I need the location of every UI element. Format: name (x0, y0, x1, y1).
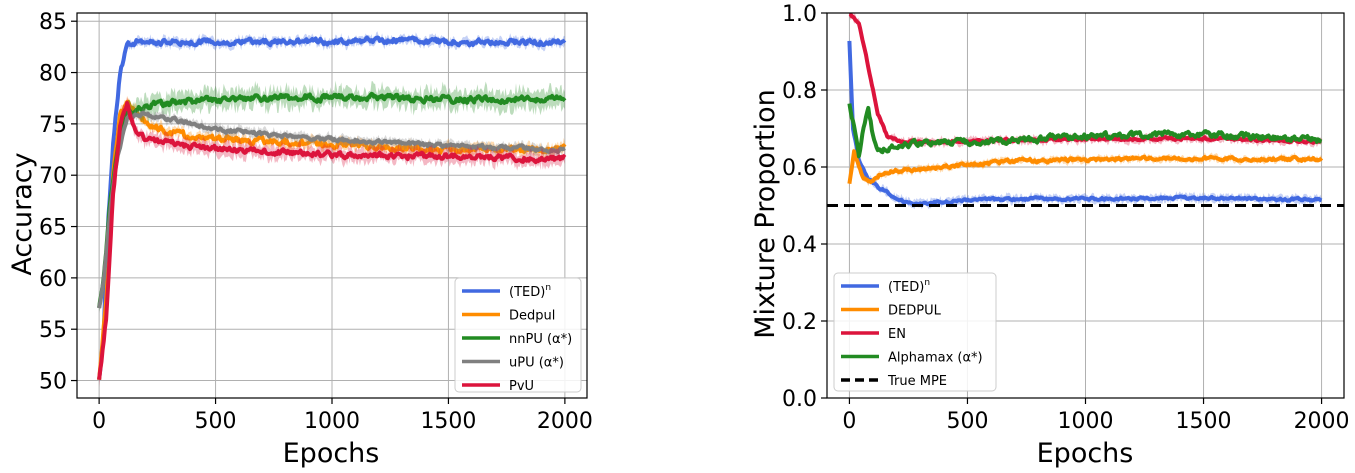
accuracy-legend-label-dedpul: Dedpul (509, 309, 555, 324)
mixture-x-tick-label: 500 (946, 409, 988, 434)
accuracy-series-dedpul-line (97, 99, 567, 380)
accuracy-x-tick-label: 0 (92, 409, 106, 434)
accuracy-y-axis-label: Accuracy (7, 152, 38, 275)
mixture-series-alphamax-line (847, 103, 1323, 159)
mixture-y-tick-label: 0.0 (782, 387, 817, 412)
accuracy-legend-box (454, 277, 582, 393)
accuracy-legend-sup: n (545, 283, 551, 293)
mixture-x-tick-label: 2000 (1294, 409, 1350, 434)
mixture-y-tick-label: 0.2 (782, 310, 817, 335)
mixture-ticks: 0 500 1000 1500 2000 0.0 0.2 0.4 0.6 0.8 1.0 (782, 2, 1350, 434)
accuracy-legend-label-upu: uPU (α*) (509, 356, 564, 371)
mixture-legend-sup: n (924, 278, 930, 288)
accuracy-x-tick-label: 1000 (304, 409, 360, 434)
accuracy-ticks: 0 500 1000 1500 2000 50 55 60 65 70 75 80 85 (39, 10, 593, 434)
mixture-series-ted-line (847, 40, 1323, 207)
accuracy-series-upu-line (97, 110, 566, 309)
accuracy-x-axis-label: Epochs (283, 438, 380, 468)
mixture-series-en-band (849, 13, 1322, 149)
accuracy-y-tick-label: 60 (39, 267, 67, 292)
mixture-legend-label-alphamax: Alphamax (α*) (888, 351, 983, 366)
accuracy-series-dedpul-band (99, 95, 565, 386)
mixture-y-tick-label: 0.8 (782, 79, 817, 104)
mixture-x-axis-label: Epochs (1037, 438, 1134, 468)
accuracy-x-tick-label: 500 (195, 409, 237, 434)
accuracy-y-tick-label: 85 (39, 10, 67, 35)
mixture-legend-box (833, 272, 997, 392)
mixture-series-dedpul-line (847, 149, 1324, 184)
mixture-legend-label-dedpul: DEDPUL (888, 304, 942, 319)
mixture-x-tick-label: 0 (842, 409, 856, 434)
accuracy-legend-label-pvu: PvU (509, 379, 534, 394)
accuracy-y-tick-label: 50 (39, 370, 67, 395)
mixture-legend-label-en: EN (888, 327, 906, 342)
accuracy-legend-label-nnpu: nnPU (α*) (509, 332, 572, 347)
mixture-series (827, 13, 1344, 210)
accuracy-legend: (TED)n Dedpul nnPU (α*) uPU (α*) PvU (454, 277, 582, 394)
accuracy-y-tick-label: 80 (39, 62, 67, 87)
mixture-y-axis-label: Mixture Proportion (750, 89, 781, 339)
accuracy-y-tick-label: 70 (39, 164, 67, 189)
mixture-x-tick-label: 1500 (1176, 409, 1232, 434)
accuracy-series-pvu-line (97, 101, 567, 380)
accuracy-series-nnpu-line (97, 91, 567, 309)
mixture-legend: (TED)n DEDPUL EN Alphamax (α*) True MPE (833, 272, 997, 392)
accuracy-legend-label-ted: (TED)n (509, 283, 551, 300)
accuracy-y-tick-label: 65 (39, 216, 67, 241)
accuracy-x-tick-label: 2000 (537, 409, 593, 434)
mixture-proportion-chart: 0 500 1000 1500 2000 0.0 0.2 0.4 0.6 0.8 1.0 Epoch… (750, 2, 1350, 469)
accuracy-y-tick-label: 75 (39, 113, 67, 138)
mixture-x-tick-label: 1000 (1058, 409, 1114, 434)
accuracy-series (97, 31, 567, 388)
mixture-y-tick-label: 1.0 (782, 2, 817, 27)
mixture-legend-label-ted: (TED)n (888, 278, 930, 295)
accuracy-grid (77, 13, 587, 398)
mixture-legend-label-true-mpe: True MPE (887, 374, 947, 389)
accuracy-y-tick-label: 55 (39, 318, 67, 343)
accuracy-x-tick-label: 1500 (420, 409, 476, 434)
mixture-y-tick-label: 0.6 (782, 156, 817, 181)
accuracy-series-ted-line (97, 35, 567, 381)
mixture-y-tick-label: 0.4 (782, 233, 817, 258)
